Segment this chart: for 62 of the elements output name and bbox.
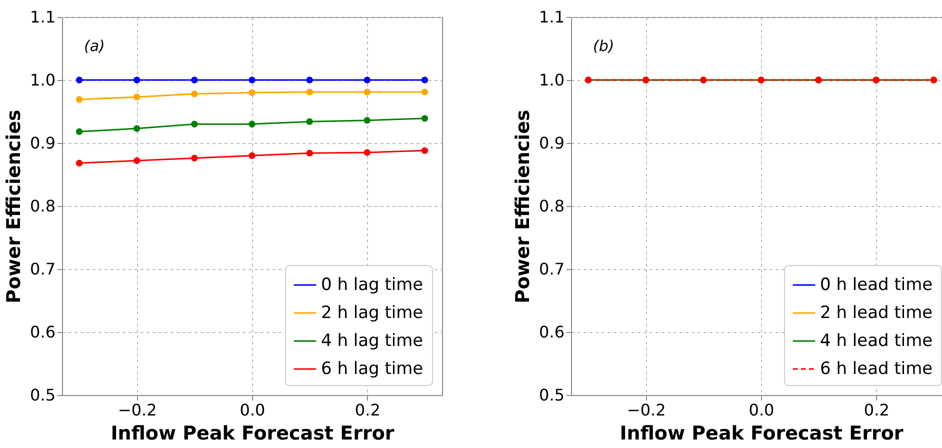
y-tick-label: 0.5	[30, 386, 56, 404]
point	[76, 76, 83, 84]
x-axis-title: Inflow Peak Forecast Error	[620, 422, 904, 444]
point	[306, 88, 313, 96]
point	[248, 89, 256, 96]
point	[133, 125, 140, 132]
y-tick-label: 1.1	[539, 8, 564, 26]
point	[133, 157, 140, 164]
point	[364, 76, 371, 84]
point	[248, 152, 256, 159]
point	[76, 96, 83, 103]
legend-label: 2 h lag time	[321, 303, 424, 323]
point	[421, 147, 428, 154]
y-tick-label: 1.0	[539, 70, 564, 90]
point	[76, 160, 83, 167]
y-tick-label: 0.7	[30, 260, 56, 278]
y-tick-label: 1.1	[30, 8, 56, 26]
point	[421, 76, 428, 84]
y-axis-title: Power Efficiencies	[512, 110, 534, 304]
y-tick-label: 0.7	[539, 260, 564, 278]
x-tick-label: 0.2	[864, 400, 890, 420]
y-tick-label: 0.8	[539, 196, 564, 216]
x-tick-label: 0.0	[748, 400, 774, 420]
legend-label: 0 h lag time	[321, 275, 424, 295]
x-tick-label: −0.2	[118, 400, 157, 420]
y-axis-title: Power Efficiencies	[3, 110, 26, 304]
y-tick-label: 0.9	[539, 134, 564, 152]
x-axis-title: Inflow Peak Forecast Error	[110, 422, 395, 444]
point	[191, 154, 198, 162]
legend-label: 0 h lead time	[820, 275, 933, 295]
point	[421, 115, 428, 122]
y-tick-label: 0.6	[539, 322, 564, 342]
point	[133, 76, 140, 84]
point	[133, 94, 140, 100]
y-tick-label: 0.9	[30, 134, 56, 152]
point	[191, 76, 198, 84]
legend-label: 4 h lag time	[321, 331, 424, 351]
annotation: (b)	[593, 37, 614, 55]
y-tick-label: 0.6	[30, 322, 56, 342]
x-tick-label: 0.0	[240, 400, 266, 420]
point	[191, 90, 198, 98]
annotation: (a)	[84, 37, 105, 55]
point	[248, 120, 256, 128]
point	[248, 76, 256, 84]
point	[364, 116, 371, 124]
point	[306, 150, 313, 156]
x-tick-label: 0.2	[354, 400, 380, 420]
x-tick-label: −0.2	[626, 400, 666, 420]
point	[364, 88, 371, 96]
y-tick-label: 1.0	[30, 70, 56, 90]
point	[191, 120, 198, 128]
point	[364, 149, 371, 156]
y-tick-label: 0.8	[30, 196, 56, 216]
point	[306, 118, 313, 125]
legend-label: 6 h lead time	[820, 359, 933, 379]
legend-label: 4 h lead time	[820, 331, 933, 351]
legend-label: 2 h lead time	[820, 303, 933, 323]
point	[76, 128, 83, 136]
legend-label: 6 h lag time	[321, 359, 424, 379]
point	[306, 76, 313, 84]
y-tick-label: 0.5	[539, 386, 564, 404]
point	[421, 88, 428, 96]
